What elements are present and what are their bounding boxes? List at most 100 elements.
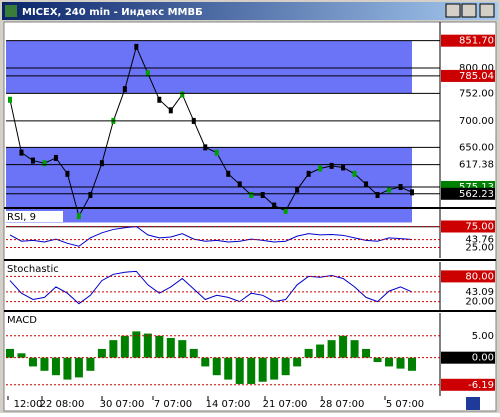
- candle: [53, 154, 58, 161]
- time-label: 5 07:00: [386, 399, 424, 410]
- price-label: -6.19: [468, 380, 494, 391]
- candle: [272, 202, 277, 209]
- candle: [410, 189, 414, 196]
- price-label: 25.00: [465, 243, 494, 254]
- price-label-bg: [441, 351, 495, 364]
- pane-title-bg: [5, 211, 63, 222]
- price-label-bg: [441, 34, 495, 47]
- candle: [30, 157, 35, 164]
- candle: [122, 86, 127, 93]
- fibo-zone: [6, 40, 412, 94]
- maximize-button[interactable]: [461, 3, 477, 18]
- candle: [214, 149, 219, 156]
- candle: [341, 164, 346, 171]
- macd-bar: [212, 357, 221, 376]
- candle: [134, 43, 139, 50]
- price-label: 5.00: [472, 331, 494, 342]
- price-label-bg: [441, 220, 495, 233]
- price-label: 851.70: [459, 36, 494, 47]
- macd-bar: [201, 357, 210, 367]
- macd-bar: [6, 348, 14, 358]
- window-icon: [5, 5, 17, 17]
- price-label: 650.00: [459, 142, 494, 153]
- price-label: 575.13: [459, 182, 494, 193]
- price-label: 0.00: [472, 353, 494, 364]
- macd-bar: [373, 357, 382, 363]
- pane-title: Stochastic: [7, 264, 59, 275]
- candle: [249, 191, 254, 198]
- candle: [88, 191, 93, 198]
- macd-bar: [396, 357, 405, 369]
- candle: [180, 91, 185, 98]
- candle: [8, 96, 12, 103]
- macd-bar: [281, 357, 290, 376]
- macd-bar: [40, 357, 49, 371]
- macd-bar: [86, 357, 95, 371]
- price-label: 43.09: [465, 287, 494, 298]
- macd-bar: [97, 348, 106, 358]
- price-label-bg: [441, 69, 495, 82]
- macd-bar: [408, 357, 416, 371]
- candle: [387, 186, 392, 193]
- candle: [295, 186, 300, 193]
- price-label-bg: [441, 270, 495, 283]
- macd-bar: [304, 348, 313, 358]
- fibo-label: 0.382: [8, 95, 37, 106]
- time-label: 30 07:00: [100, 399, 145, 410]
- macd-bar: [235, 357, 244, 384]
- price-label: 752.00: [459, 88, 494, 99]
- window-title: MICEX, 240 min - Индекс ММВБ: [22, 7, 203, 18]
- macd-bar: [132, 331, 141, 358]
- indicator-line: [9, 225, 413, 247]
- scroll-button[interactable]: [466, 397, 480, 410]
- pane-title: RSI, 9: [7, 212, 36, 223]
- pane-title-bg: [5, 263, 63, 274]
- macd-bar: [51, 357, 60, 376]
- candle: [283, 207, 288, 214]
- macd-bar: [155, 335, 164, 358]
- macd-bar: [316, 344, 325, 358]
- time-label: 12:00: [14, 399, 43, 410]
- macd-bar: [385, 357, 394, 367]
- price-label-bg: [441, 378, 495, 391]
- candle: [157, 96, 162, 103]
- macd-bar: [270, 357, 279, 380]
- macd-bar: [327, 340, 336, 358]
- candle: [65, 170, 70, 177]
- macd-bar: [63, 357, 72, 380]
- time-label: 14 07:00: [206, 399, 251, 410]
- macd-bar: [120, 335, 129, 358]
- macd-bar: [247, 357, 256, 384]
- candle: [364, 181, 369, 188]
- close-button[interactable]: [479, 3, 495, 18]
- candle: [226, 170, 231, 177]
- price-label: 617.38: [459, 160, 494, 171]
- macd-bar: [109, 340, 118, 358]
- candle: [42, 160, 47, 167]
- macd-bar: [293, 357, 302, 367]
- minimize-button[interactable]: [445, 3, 461, 18]
- macd-bar: [166, 337, 175, 358]
- price-label: 75.00: [465, 222, 494, 233]
- price-label: 700.00: [459, 116, 494, 127]
- candle: [306, 170, 311, 177]
- candle: [99, 160, 104, 167]
- macd-bar: [362, 348, 371, 358]
- price-label: 20.00: [465, 297, 494, 308]
- candle: [19, 149, 24, 156]
- candle: [329, 162, 334, 169]
- macd-bar: [28, 357, 37, 367]
- macd-bar: [258, 357, 267, 382]
- price-label: 80.00: [465, 271, 494, 282]
- macd-bar: [189, 348, 198, 358]
- time-label: 22 08:00: [40, 399, 85, 410]
- macd-bar: [17, 353, 26, 358]
- pane-title-bg: [5, 314, 63, 325]
- candle: [76, 213, 81, 220]
- price-label-bg: [441, 187, 495, 200]
- macd-bar: [178, 340, 187, 358]
- candle: [318, 165, 323, 172]
- macd-bar: [74, 357, 83, 378]
- candle: [375, 191, 380, 198]
